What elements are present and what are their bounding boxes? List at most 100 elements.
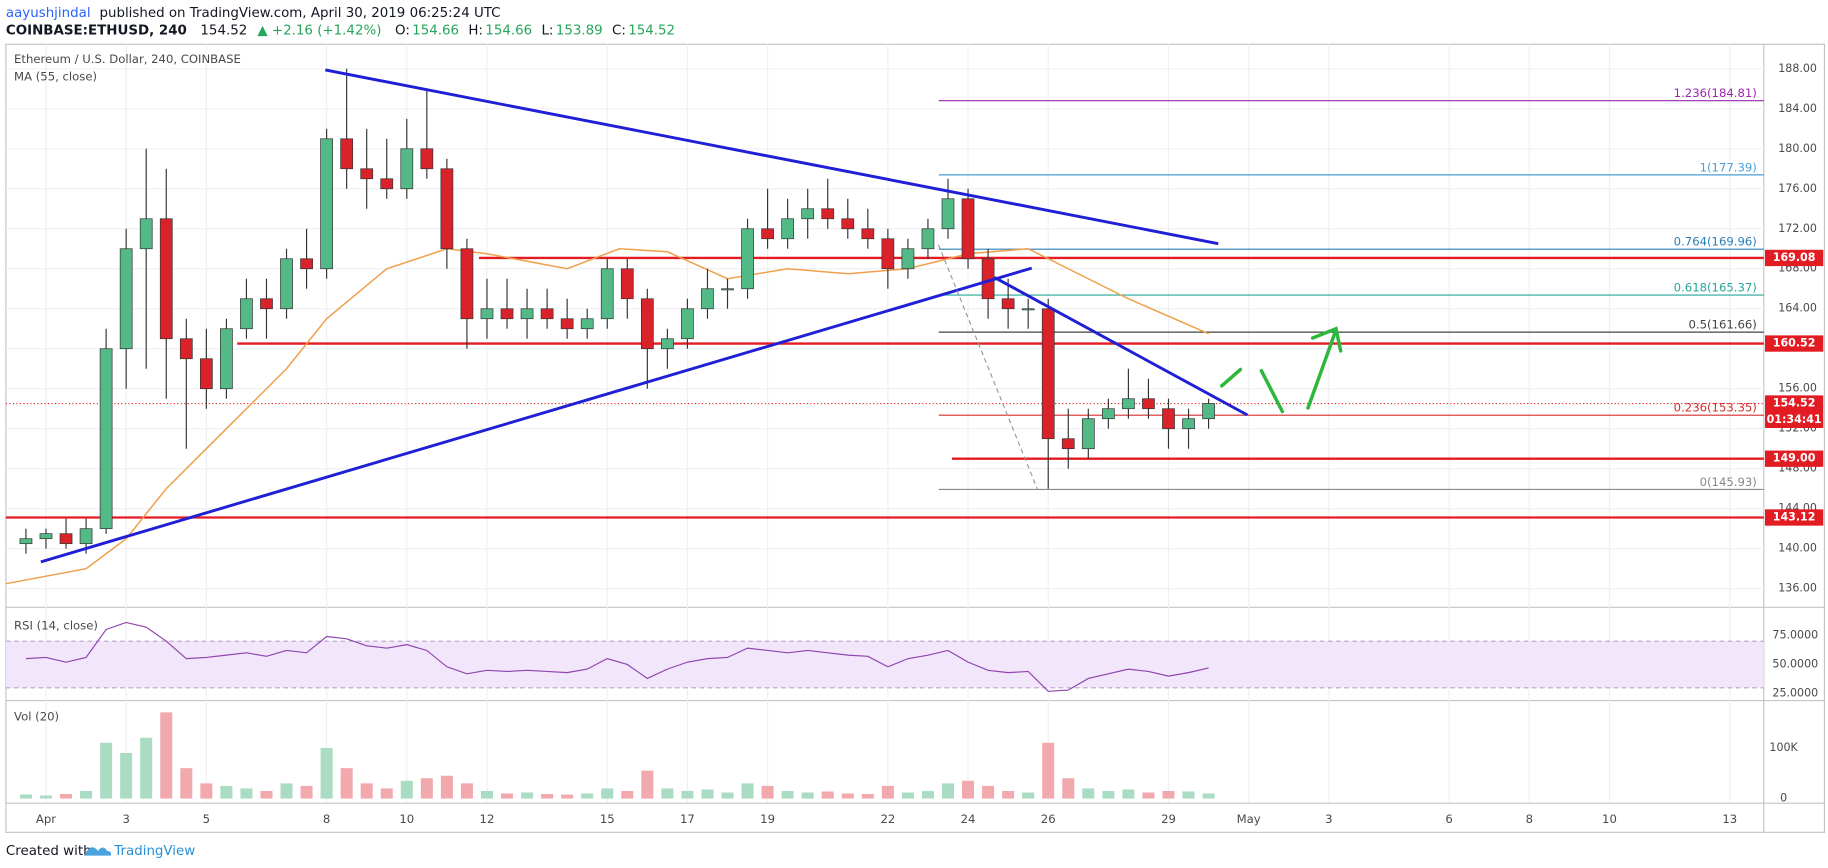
x-tick-label: 15 [600,812,615,826]
volume-bar [721,792,734,799]
volume-bar [1162,790,1175,799]
volume-bar [681,790,694,799]
volume-bar [982,785,995,799]
rsi-band [5,640,1764,689]
x-tick-label: 22 [880,812,895,826]
y-tick-label: 184.00 [1778,102,1817,115]
candle-body [560,318,574,330]
candle-body [440,168,454,250]
volume-bar [1062,778,1075,799]
volume-bar [19,794,32,799]
footer-text: Created with [6,844,92,859]
axes: Apr 3 5 8 10 12 15 17 19 22 24 26 29 May 3 6 8 10 13 136.00… [36,62,1824,826]
ohlc-value: 153.89 [556,23,603,38]
footer-brand[interactable]: TradingView [113,844,195,859]
candle-body [821,208,835,220]
candle-body [861,228,875,240]
volume-bar [1042,742,1055,799]
volume-bar [1082,788,1095,799]
published: published on TradingView.com, April 30, … [99,6,500,21]
ma-legend: MA (55, close) [14,69,97,83]
candle-body [701,288,714,310]
fib-label: 1.236(184.81) [1674,86,1757,100]
projection [1306,328,1338,410]
projection-arrows [1220,326,1343,414]
header-line: aayushjindal published on TradingView.co… [6,6,501,21]
candle-body [1101,408,1115,420]
candle-body [1202,403,1215,420]
volume-bar [841,793,854,799]
volume-bar [962,780,975,799]
trend-line [325,68,1219,246]
candle-body [240,298,253,330]
x-tick-label: 26 [1041,812,1056,826]
candle-body [300,258,313,270]
candle-body [79,528,93,545]
y-tick-label: 164.00 [1778,302,1817,315]
candles [19,68,1215,554]
volume-bar [561,794,574,799]
level-label: 160.52 [1773,337,1816,350]
candle-body [761,228,774,240]
level-label: 149.00 [1773,452,1816,465]
x-tick-label: 29 [1161,812,1176,826]
candle-body [99,348,113,530]
x-tick-label: Apr [36,812,56,826]
ohlc-label: H: [468,23,483,38]
rsi-tick-label: 50.0000 [1772,657,1818,670]
candle-body [620,268,634,300]
trend-lines [40,68,1249,564]
volume-bar [781,790,794,799]
candle-body [721,288,734,291]
level-label: 143.12 [1773,510,1816,523]
last-price-tag [1764,395,1824,429]
ohlc-value: 154.52 [628,23,675,38]
author[interactable]: aayushjindal [6,6,91,21]
volume-bar [1002,790,1015,799]
candle-body [1162,408,1175,430]
candle-body [1021,308,1035,311]
candle-body [340,138,354,170]
candle-body [661,338,674,350]
candle-body [159,218,173,340]
candle-body [400,148,414,190]
volume-bars [19,712,1215,799]
candle-body [360,168,374,180]
quote-line: COINBASE:ETHUSD, 240 154.52 ▲ +2.16 (+1.… [6,23,675,38]
candle-body [320,138,333,270]
y-tick-label: 176.00 [1778,182,1817,195]
candle-body [901,248,915,270]
x-tick-label: 10 [399,812,414,826]
candle-body [520,308,534,320]
volume-bar [60,794,73,799]
volume-bar [340,768,353,799]
candle-body [801,208,815,220]
volume-bar [200,783,213,799]
levels: 1.236(184.81) 1(177.39) 0.764(169.96) 0.618… [5,86,1764,519]
volume-title: Vol (20) [14,709,59,723]
volume-bar [300,785,313,799]
volume-bar [120,752,133,799]
volume-bar [821,791,834,799]
volume-bar [1142,792,1155,799]
volume-bar [400,780,413,799]
arrow-head [1310,326,1343,353]
volume-bar [320,747,333,799]
fib-label: 0(145.93) [1700,475,1757,489]
last-price-label: 154.52 [1773,397,1816,410]
volume-bar [80,790,93,799]
x-tick-label: 13 [1722,812,1737,826]
volume-bar [501,793,514,799]
candle-body [741,228,754,290]
candle-body [681,308,694,340]
rsi-tick-label: 75.0000 [1772,628,1818,641]
level-tag [1764,450,1824,467]
volume-bar [601,788,614,799]
candle-body [480,308,494,320]
candle-body [420,148,434,170]
volume-bar [541,794,554,799]
volume-bar [160,712,173,799]
candle-body [941,198,955,230]
